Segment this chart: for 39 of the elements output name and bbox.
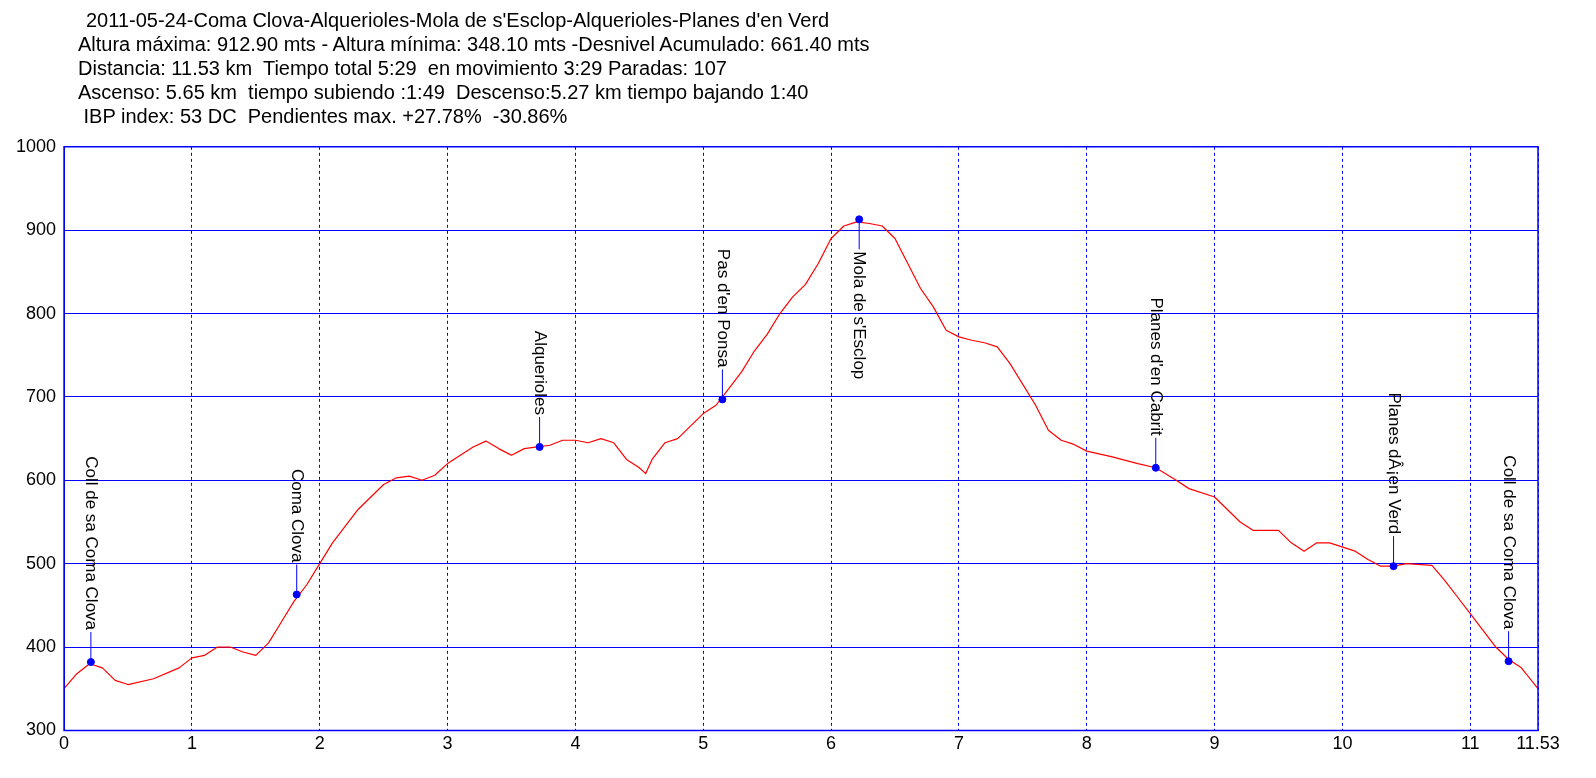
y-tick-label: 700 [26,385,57,406]
chart-subtitle: Altura máxima: 912.90 mts - Altura mínima: 348.10 mts -Desnivel Acumulado: 661.40 mts Distancia: 11.53 km Tiempo total 5:29 en movimiento 3:29 Paradas: 107 Ascenso: 5.65 km tiempo subiendo :1:49 Descenso:5.27 km tiempo bajando 1:40 IBP index: 53 DC Pendientes max. +27.78% -30.86% [77,32,871,128]
x-tick-label: 3 [442,733,453,754]
x-tick-label: 9 [1209,733,1220,754]
x-tick-label: 4 [570,733,581,754]
y-tick-label: 300 [26,719,57,740]
point [718,395,727,404]
y-tick-label: 600 [26,469,57,490]
y-tick-label: 1000 [16,135,57,156]
annotation: Coll de sa Coma Clova [82,456,102,631]
x-tick-label: 2 [314,733,325,754]
point [535,442,544,451]
y-tick-label: 800 [26,302,57,323]
x-tick-label: 0 [59,733,70,754]
annotation: Planes d'en Cabrit [1147,297,1167,437]
point [1504,657,1513,666]
annotation: Coma Clova [288,468,308,564]
point [855,215,864,224]
x-tick-label: 11.53 [1516,733,1560,754]
point [292,590,301,599]
x-tick-label: 7 [953,733,964,754]
annotation: Planes dÂ¡en Verd [1384,392,1404,535]
point [1151,463,1160,472]
y-tick-label: 400 [26,636,57,656]
x-tick-label: 6 [826,733,837,754]
point [1389,562,1398,571]
x-tick-label: 10 [1332,733,1353,754]
x-tick-label: 5 [698,733,709,754]
x-tick-label: 1 [186,733,197,754]
annotation: Coll de sa Coma Clova [1499,455,1519,630]
point [86,658,95,667]
x-tick-label: 11 [1460,733,1480,754]
y-tick-label: 500 [26,552,57,573]
x-tick-label: 8 [1081,733,1092,754]
annotation: Alquerioles [530,330,550,415]
annotation: Pas d'en Ponsa [713,248,733,368]
y-tick-label: 900 [26,219,57,240]
chart-title: 2011-05-24-Coma Clova-Alquerioles-Mola de s'Esclop-Alquerioles-Planes d'en Verd [85,8,831,32]
annotation: Mola de s'Esclop [850,251,870,380]
